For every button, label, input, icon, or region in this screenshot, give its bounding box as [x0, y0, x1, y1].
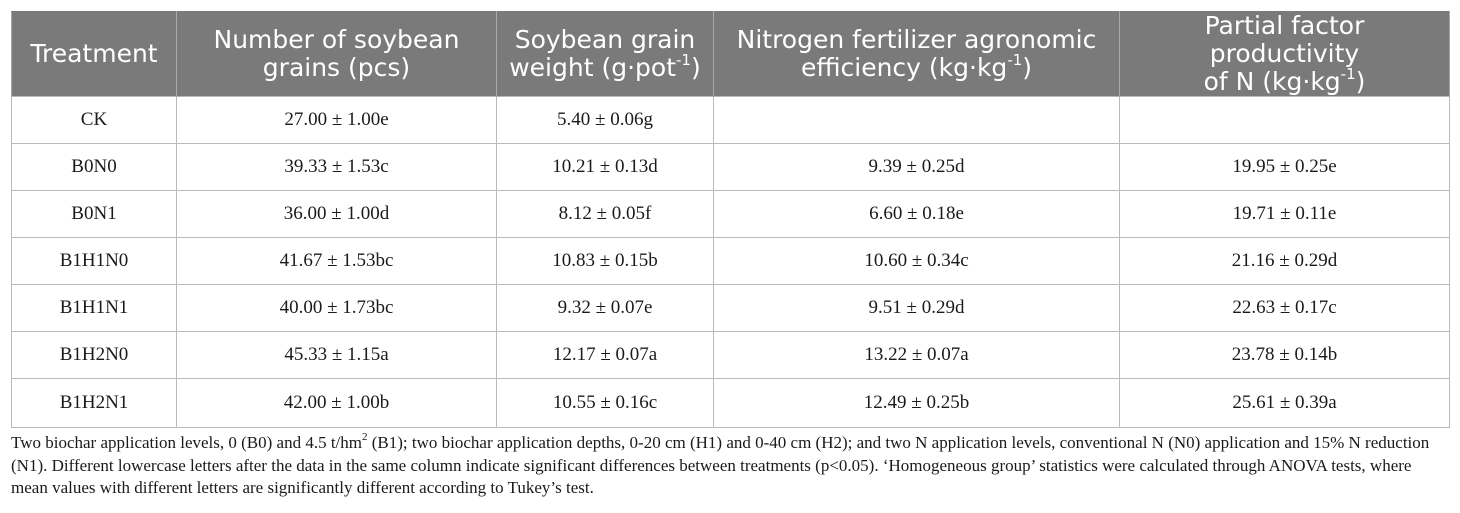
cell-agronomic-efficiency: 6.60 ± 0.18e	[713, 190, 1120, 238]
table-footnote: Two biochar application levels, 0 (B0) a…	[11, 432, 1449, 500]
cell-pfp: 25.61 ± 0.39a	[1119, 378, 1450, 428]
cell-treatment: B1H1N1	[11, 284, 177, 332]
cell-treatment: CK	[11, 96, 177, 144]
header-grain-number: Number of soybean grains (pcs)	[176, 11, 497, 97]
header-grain-number-line1: Number of soybean	[213, 25, 460, 54]
cell-grain-number: 41.67 ± 1.53bc	[176, 237, 497, 285]
header-agronomic-efficiency: Nitrogen fertilizer agronomic efficiency…	[713, 11, 1120, 97]
cell-grain-number: 27.00 ± 1.00e	[176, 96, 497, 144]
cell-treatment: B0N1	[11, 190, 177, 238]
header-grain-weight: Soybean grain weight (g·pot-1)	[496, 11, 714, 97]
table-row: B0N1 36.00 ± 1.00d 8.12 ± 0.05f 6.60 ± 0…	[11, 190, 1450, 238]
cell-agronomic-efficiency: 12.49 ± 0.25b	[713, 378, 1120, 428]
cell-agronomic-efficiency: 13.22 ± 0.07a	[713, 331, 1120, 379]
cell-treatment: B1H1N0	[11, 237, 177, 285]
cell-treatment: B0N0	[11, 143, 177, 191]
cell-grain-number: 42.00 ± 1.00b	[176, 378, 497, 428]
data-table-container: Treatment Number of soybean grains (pcs)…	[11, 11, 1450, 428]
header-treatment-text: Treatment	[30, 39, 158, 68]
cell-treatment: B1H2N0	[11, 331, 177, 379]
header-grain-weight-sup: -1	[676, 50, 691, 69]
table-header-row: Treatment Number of soybean grains (pcs)…	[11, 11, 1450, 97]
header-pfp-tail: )	[1355, 67, 1366, 96]
cell-grain-weight: 9.32 ± 0.07e	[496, 284, 714, 332]
cell-agronomic-efficiency: 9.39 ± 0.25d	[713, 143, 1120, 191]
header-grain-weight-tail: )	[690, 53, 701, 82]
table-row: B1H2N1 42.00 ± 1.00b 10.55 ± 0.16c 12.49…	[11, 378, 1450, 428]
header-pfp-line2: of N (kg·kg	[1203, 67, 1341, 96]
cell-grain-number: 40.00 ± 1.73bc	[176, 284, 497, 332]
cell-grain-weight: 10.83 ± 0.15b	[496, 237, 714, 285]
cell-treatment: B1H2N1	[11, 378, 177, 428]
table-row: CK 27.00 ± 1.00e 5.40 ± 0.06g	[11, 96, 1450, 144]
cell-agronomic-efficiency: 10.60 ± 0.34c	[713, 237, 1120, 285]
cell-pfp	[1119, 96, 1450, 144]
cell-grain-number: 36.00 ± 1.00d	[176, 190, 497, 238]
table-row: B1H2N0 45.33 ± 1.15a 12.17 ± 0.07a 13.22…	[11, 331, 1450, 379]
cell-pfp: 21.16 ± 0.29d	[1119, 237, 1450, 285]
header-pfp-line1: Partial factor productivity	[1204, 11, 1365, 68]
header-agronomic-efficiency-line2: efficiency (kg·kg	[800, 53, 1008, 82]
cell-grain-weight: 10.21 ± 0.13d	[496, 143, 714, 191]
header-agronomic-efficiency-sup: -1	[1007, 50, 1023, 69]
header-grain-weight-line2: weight (g·pot	[509, 53, 677, 82]
header-partial-factor-productivity: Partial factor productivity of N (kg·kg-…	[1119, 11, 1450, 97]
table-row: B1H1N0 41.67 ± 1.53bc 10.83 ± 0.15b 10.6…	[11, 237, 1450, 285]
cell-pfp: 19.71 ± 0.11e	[1119, 190, 1450, 238]
cell-agronomic-efficiency	[713, 96, 1120, 144]
cell-pfp: 19.95 ± 0.25e	[1119, 143, 1450, 191]
cell-grain-number: 39.33 ± 1.53c	[176, 143, 497, 191]
cell-agronomic-efficiency: 9.51 ± 0.29d	[713, 284, 1120, 332]
cell-grain-weight: 10.55 ± 0.16c	[496, 378, 714, 428]
cell-grain-weight: 8.12 ± 0.05f	[496, 190, 714, 238]
cell-grain-number: 45.33 ± 1.15a	[176, 331, 497, 379]
cell-pfp: 23.78 ± 0.14b	[1119, 331, 1450, 379]
table-row: B0N0 39.33 ± 1.53c 10.21 ± 0.13d 9.39 ± …	[11, 143, 1450, 191]
footnote-text-part2: (B1); two biochar application depths, 0-…	[11, 433, 1430, 497]
header-agronomic-efficiency-tail: )	[1022, 53, 1033, 82]
header-grain-weight-line1: Soybean grain	[514, 25, 696, 54]
footnote-superscript: 2	[362, 431, 368, 444]
table-row: B1H1N1 40.00 ± 1.73bc 9.32 ± 0.07e 9.51 …	[11, 284, 1450, 332]
header-pfp-sup: -1	[1340, 64, 1356, 83]
cell-grain-weight: 12.17 ± 0.07a	[496, 331, 714, 379]
header-agronomic-efficiency-line1: Nitrogen fertilizer agronomic	[736, 25, 1097, 54]
cell-pfp: 22.63 ± 0.17c	[1119, 284, 1450, 332]
cell-grain-weight: 5.40 ± 0.06g	[496, 96, 714, 144]
header-grain-number-line2: grains (pcs)	[262, 53, 411, 82]
header-treatment: Treatment	[11, 11, 177, 97]
footnote-text-part1: Two biochar application levels, 0 (B0) a…	[11, 433, 363, 452]
results-table: Treatment Number of soybean grains (pcs)…	[11, 11, 1450, 428]
